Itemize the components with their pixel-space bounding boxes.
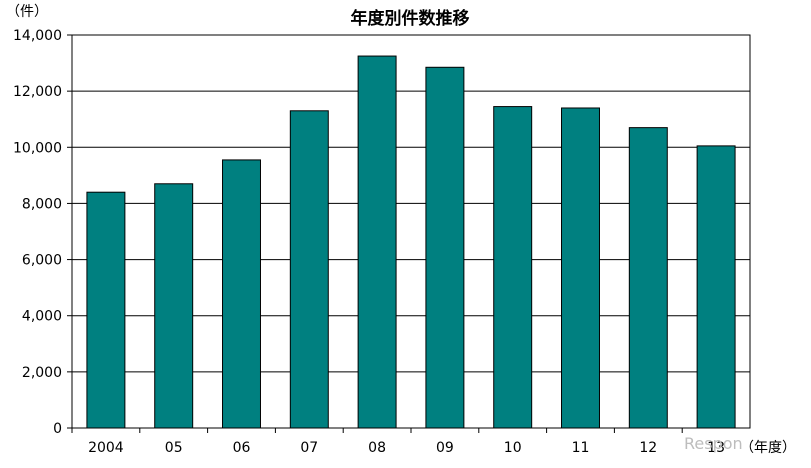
bar-09 bbox=[425, 66, 465, 429]
x-tick-label: 13 bbox=[707, 440, 725, 456]
chart-title: 年度別件数推移 bbox=[351, 8, 470, 29]
x-tick-label: 2004 bbox=[88, 440, 124, 456]
x-axis-unit-label: （年度） bbox=[740, 440, 796, 456]
y-tick-label: 8,000 bbox=[22, 196, 62, 212]
bars bbox=[86, 55, 736, 429]
x-tick-label: 10 bbox=[504, 440, 522, 456]
y-tick-label: 12,000 bbox=[13, 84, 62, 100]
y-tick-label: 0 bbox=[53, 421, 62, 437]
watermark-logo: Respon bbox=[684, 434, 743, 453]
y-tick-label: 10,000 bbox=[13, 140, 62, 156]
bar-07 bbox=[289, 110, 329, 429]
x-tick-label: 11 bbox=[572, 440, 590, 456]
bar-10 bbox=[493, 106, 533, 429]
y-axis-ticks: 0 2,000 4,000 6,000 8,000 10,000 12,000 14,000 bbox=[13, 28, 72, 437]
y-tick-label: 14,000 bbox=[13, 28, 62, 44]
x-axis-ticks: 2004 05 06 07 08 09 10 11 12 13 bbox=[71, 428, 725, 456]
bar-06 bbox=[222, 159, 261, 429]
x-tick-label: 12 bbox=[639, 440, 657, 456]
x-tick-label: 06 bbox=[233, 440, 251, 456]
y-tick-label: 4,000 bbox=[22, 309, 62, 325]
bar-05 bbox=[154, 183, 194, 429]
y-tick-label: 6,000 bbox=[22, 253, 62, 269]
y-tick-label: 2,000 bbox=[22, 365, 62, 381]
x-tick-label: 09 bbox=[436, 440, 454, 456]
bar-13 bbox=[696, 145, 736, 429]
bar-08 bbox=[357, 55, 397, 429]
bar-12 bbox=[628, 127, 668, 429]
bar-11 bbox=[561, 107, 600, 429]
x-tick-label: 05 bbox=[165, 440, 183, 456]
y-axis-unit-label: （件） bbox=[6, 4, 48, 20]
x-tick-label: 08 bbox=[368, 440, 386, 456]
bar-2004 bbox=[86, 191, 126, 429]
x-tick-label: 07 bbox=[300, 440, 318, 456]
